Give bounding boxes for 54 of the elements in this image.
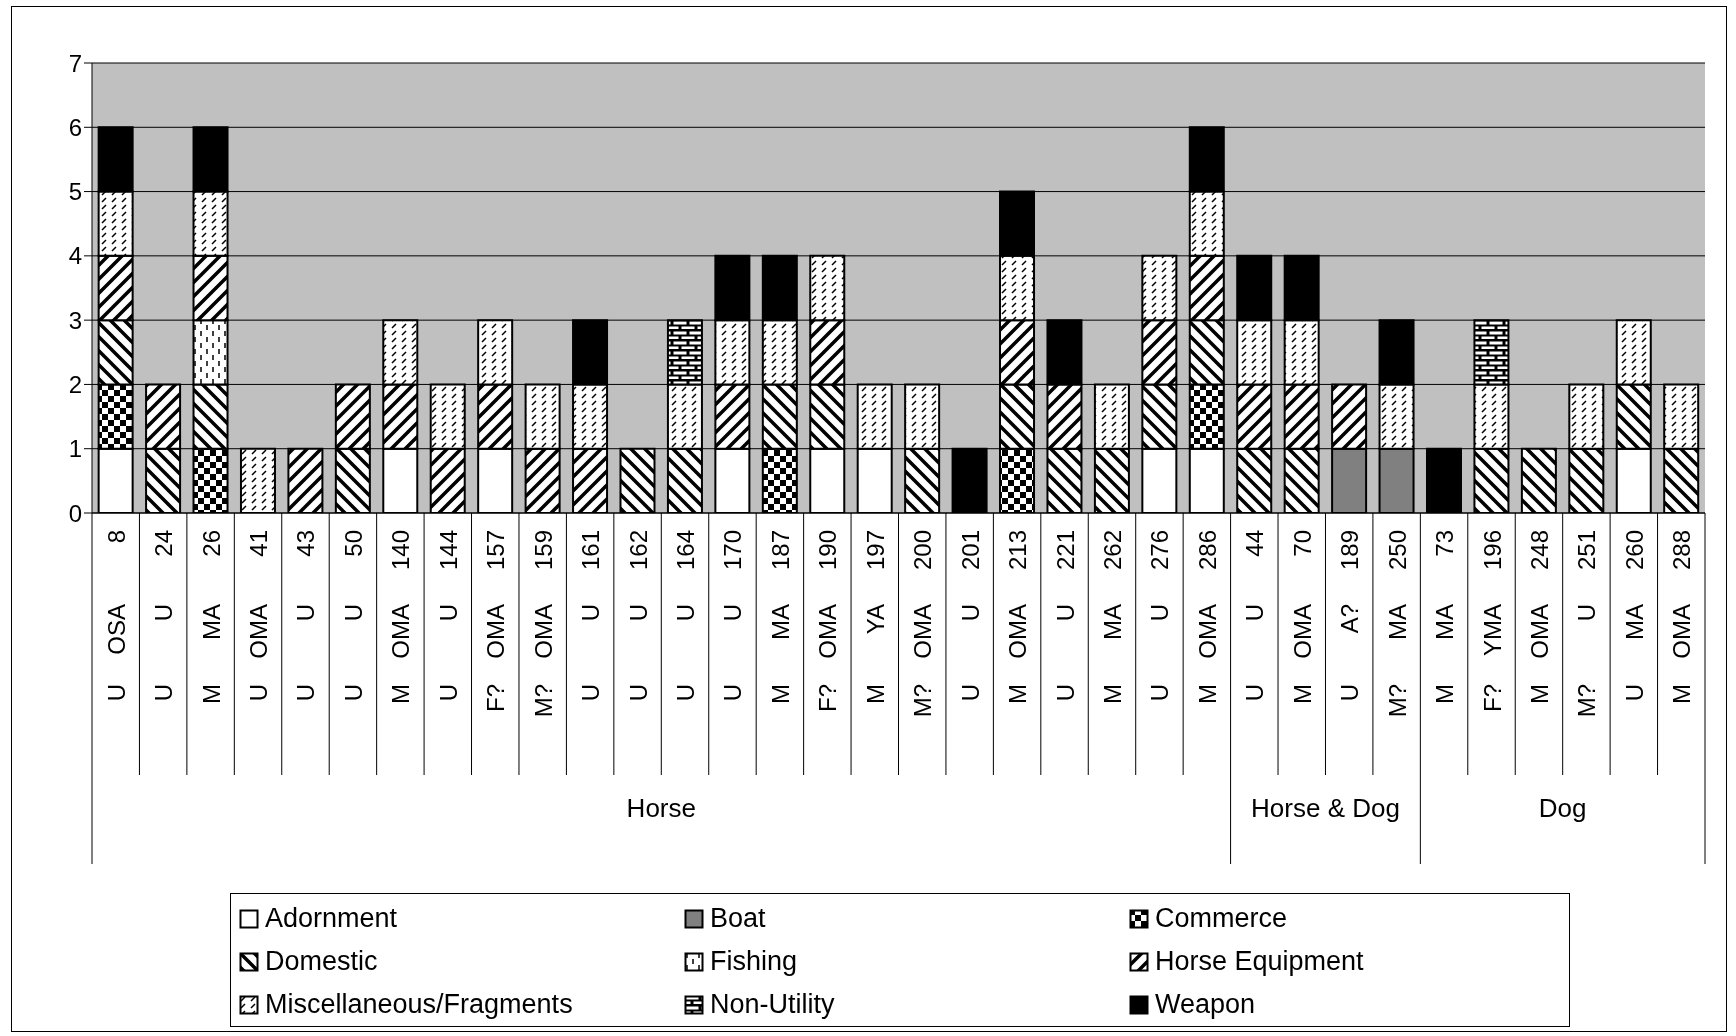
- text: Horse & Dog: [1251, 793, 1400, 823]
- category-label: 250 MA M?: [1383, 530, 1411, 718]
- category-label: 161 U U: [577, 530, 605, 702]
- category-label: 260 MA U: [1620, 530, 1648, 702]
- category-label: 251 U M?: [1573, 530, 1601, 718]
- category-label: 157 OMA F?: [482, 530, 510, 713]
- category-label: 41 OMA U: [245, 530, 273, 702]
- category-label: 197 YA M: [861, 530, 889, 705]
- legend-label: Adornment: [265, 903, 398, 934]
- category-label: 213 OMA M: [1004, 530, 1032, 705]
- legend-label: Horse Equipment: [1155, 946, 1364, 977]
- category-label: 8 OSA U: [102, 530, 130, 702]
- y-tick-label: 5: [68, 178, 82, 206]
- y-tick-label: 7: [68, 49, 82, 77]
- category-label: 164 U U: [672, 530, 700, 702]
- text: Horse: [626, 793, 696, 823]
- category-label: 200 OMA M?: [909, 530, 937, 718]
- category-label: 288 OMA M: [1668, 530, 1696, 705]
- category-label: 196 YMA F?: [1478, 530, 1506, 713]
- y-tick-label: 2: [68, 370, 82, 398]
- y-tick-label: 1: [68, 435, 82, 463]
- y-tick-label: 3: [68, 306, 82, 334]
- legend-label: Domestic: [265, 946, 378, 977]
- legend-label: Commerce: [1155, 903, 1288, 934]
- category-label: 43 U U: [292, 530, 320, 702]
- category-label: 144 U U: [434, 530, 462, 702]
- legend-label: Miscellaneous/Fragments: [265, 989, 573, 1020]
- legend-label: Weapon: [1155, 989, 1256, 1020]
- legend-label: Boat: [710, 903, 766, 934]
- category-label: 201 U U: [956, 530, 984, 702]
- category-label: 187 MA M: [766, 530, 794, 705]
- legend-label: Non-Utility: [710, 989, 835, 1020]
- category-label: 262 MA M: [1098, 530, 1126, 705]
- category-label: 159 OMA M?: [529, 530, 557, 718]
- category-label: 286 OMA M: [1193, 530, 1221, 705]
- category-label: 70 OMA M: [1288, 530, 1316, 705]
- category-label: 73 MA M: [1431, 530, 1459, 705]
- category-label: 162 U U: [624, 530, 652, 702]
- y-tick-label: 6: [68, 113, 82, 141]
- category-label: 44 U U: [1241, 530, 1269, 702]
- legend-label: Fishing: [710, 946, 798, 977]
- y-tick-label: 4: [68, 242, 82, 270]
- category-label: 24 U U: [150, 530, 178, 702]
- text: Dog: [1538, 793, 1587, 823]
- y-tick-label: 0: [68, 499, 82, 527]
- category-label: 248 OMA M: [1525, 530, 1553, 705]
- category-label: 50 U U: [339, 530, 367, 702]
- category-label: 221 U U: [1051, 530, 1079, 702]
- category-label: 140 OMA M: [387, 530, 415, 705]
- category-label: 190 OMA F?: [814, 530, 842, 713]
- category-label: 276 U U: [1146, 530, 1174, 702]
- category-label: 26 MA M: [197, 530, 225, 705]
- category-label: 170 U U: [719, 530, 747, 702]
- category-label: 189 A? U: [1336, 530, 1364, 702]
